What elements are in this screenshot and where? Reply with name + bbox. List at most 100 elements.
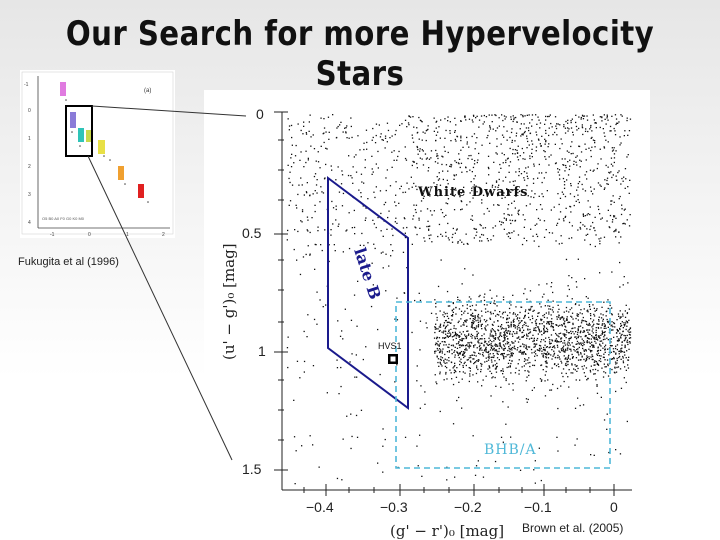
scatter-point [589,333,591,335]
scatter-point [579,228,582,230]
scatter-point [551,339,553,341]
scatter-point [540,145,542,147]
scatter-point [618,339,620,342]
scatter-point [494,343,497,345]
scatter-point [534,193,536,195]
scatter-point [394,201,396,203]
scatter-point [471,304,474,307]
scatter-point [602,338,605,341]
scatter-point [603,114,605,116]
scatter-point [543,321,545,323]
scatter-point [322,133,324,135]
scatter-point [473,354,475,356]
scatter-point [508,165,510,167]
scatter-point [349,361,351,363]
scatter-point [565,164,567,167]
scatter-point [386,122,389,124]
scatter-point [439,190,441,192]
scatter-point [468,155,470,157]
scatter-point [525,309,527,311]
scatter-point [569,348,571,350]
scatter-point [503,331,505,333]
scatter-point [482,194,485,196]
scatter-point [443,341,445,343]
scatter-point [584,225,586,227]
scatter-point [527,166,529,168]
scatter-point [533,346,535,348]
scatter-point [565,207,567,209]
scatter-point [365,207,367,209]
scatter-point [413,182,415,185]
scatter-point [555,332,557,335]
scatter-point [592,193,594,195]
scatter-point [464,349,466,351]
scatter-point [545,353,548,355]
scatter-point [599,126,601,129]
scatter-point [563,340,566,342]
scatter-point [494,331,496,333]
scatter-point [622,355,624,358]
scatter-point [613,127,615,130]
scatter-point [428,225,430,228]
scatter-point [451,241,454,243]
scatter-point [498,343,501,345]
scatter-point [590,351,592,353]
scatter-point [521,327,524,329]
scatter-point [543,328,545,331]
scatter-point [527,370,529,372]
scatter-point [571,364,573,366]
scatter-point [394,381,396,383]
scatter-point [474,160,476,162]
scatter-point [509,365,511,367]
scatter-point [505,321,508,324]
scatter-point [575,365,577,367]
scatter-point [607,307,609,310]
scatter-point [352,166,354,168]
scatter-point [483,333,485,335]
scatter-point [428,237,431,240]
scatter-point [523,323,525,326]
scatter-point [320,244,322,246]
scatter-point [307,219,309,221]
scatter-point [539,345,542,347]
scatter-point [416,127,418,129]
scatter-point [507,213,509,216]
scatter-point [619,310,621,312]
scatter-point [589,128,591,130]
scatter-point [507,208,509,210]
scatter-point [605,164,607,167]
scatter-point [411,243,413,245]
scatter-point [418,219,420,221]
scatter-point [607,348,609,350]
scatter-point [562,345,565,347]
scatter-point [434,350,436,353]
scatter-point [577,328,579,330]
scatter-point [461,337,463,340]
scatter-point [353,156,355,158]
scatter-point [577,336,579,339]
scatter-point [513,342,515,344]
scatter-point [445,373,447,375]
scatter-point [500,353,502,356]
scatter-point [488,357,490,359]
scatter-point [558,308,560,310]
scatter-point [532,182,535,184]
inset-sequence-mark [60,82,66,96]
scatter-point [550,322,553,324]
scatter-point [515,116,517,119]
scatter-point [518,190,521,192]
scatter-point [552,300,554,302]
scatter-point [450,164,453,166]
scatter-point [435,149,437,152]
scatter-point [569,193,572,195]
scatter-point [579,379,581,381]
scatter-point [463,186,465,188]
scatter-point [518,174,520,177]
scatter-point [508,214,510,216]
scatter-point [452,383,455,386]
scatter-point [523,360,526,362]
scatter-point [571,342,573,344]
scatter-point [622,223,624,225]
scatter-point [465,364,467,367]
scatter-point [453,189,456,191]
